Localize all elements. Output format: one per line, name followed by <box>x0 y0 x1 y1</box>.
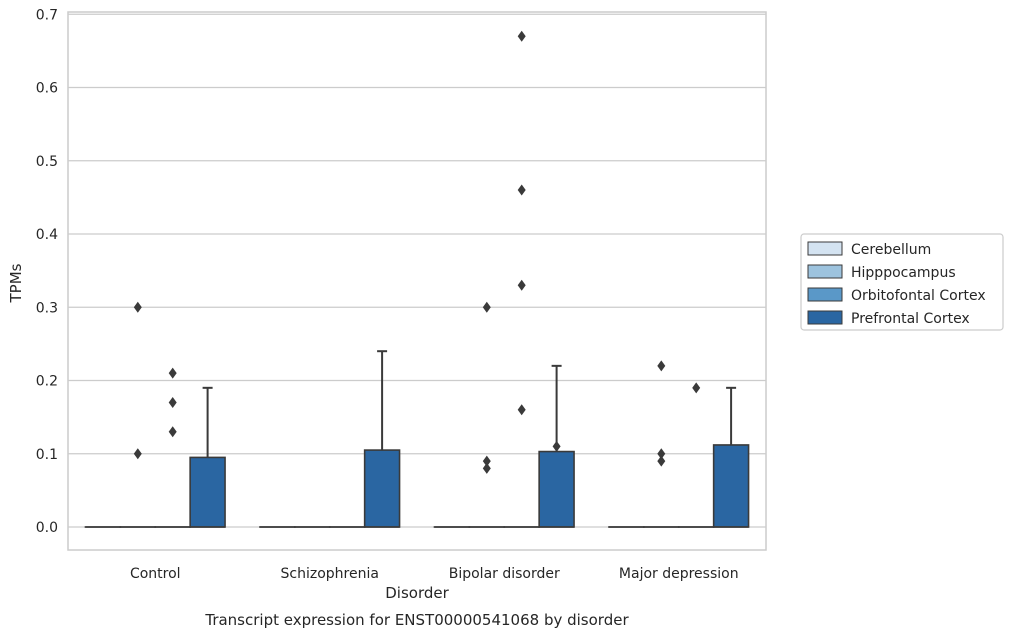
legend-swatch <box>807 287 843 302</box>
outlier-point <box>482 301 491 313</box>
legend-swatch <box>807 310 843 325</box>
boxes <box>84 30 750 528</box>
outlier-point <box>657 448 666 460</box>
chart-title: Transcript expression for ENST0000054106… <box>204 611 629 629</box>
outlier-point <box>657 360 666 372</box>
legend-label: Prefrontal Cortex <box>851 311 970 327</box>
legend: Cerebellum Hipppocampus Orbitofontal Corte… <box>800 233 1004 331</box>
y-axis-title: TPMs <box>7 263 25 303</box>
outlier-point <box>517 184 526 196</box>
box-1-0 <box>119 301 157 528</box>
outlier-point <box>692 382 701 394</box>
legend-swatch <box>807 241 843 256</box>
outlier-point <box>133 448 142 460</box>
x-tick-label: Major depression <box>619 566 739 582</box>
box-body <box>538 450 575 528</box>
box-3-1 <box>363 350 401 528</box>
outlier-point <box>517 279 526 291</box>
box-2-2 <box>503 30 540 528</box>
box-2-3 <box>677 382 715 528</box>
outlier-point <box>552 440 561 452</box>
y-tick-labels: 0.0 0.1 0.2 0.3 0.4 0.5 0.6 0.7 <box>36 7 58 536</box>
outlier-point <box>168 396 177 408</box>
outlier-point <box>517 30 526 42</box>
y-tick-label: 0.5 <box>36 154 58 170</box>
x-axis-title: Disorder <box>385 584 449 602</box>
x-tick-label: Control <box>130 566 181 582</box>
legend-swatch <box>807 264 843 279</box>
y-tick-label: 0.7 <box>36 7 58 23</box>
box-body <box>712 444 750 528</box>
box-body <box>363 449 401 528</box>
outlier-point <box>482 462 491 474</box>
x-tick-label: Bipolar disorder <box>449 566 560 582</box>
y-tick-label: 0.1 <box>36 447 58 463</box>
grid <box>68 13 766 528</box>
box-1-3 <box>643 360 680 528</box>
legend-label: Cerebellum <box>851 242 931 258</box>
outlier-point <box>168 426 177 438</box>
box-1-2 <box>468 301 506 528</box>
box-2-0 <box>154 367 191 528</box>
y-tick-label: 0.0 <box>36 520 58 536</box>
y-tick-label: 0.4 <box>36 227 58 243</box>
y-tick-label: 0.2 <box>36 374 58 390</box>
x-tick-label: Schizophrenia <box>281 566 379 582</box>
legend-label: Hipppocampus <box>851 265 956 281</box>
outlier-point <box>482 455 491 467</box>
plot-frame <box>67 11 767 551</box>
box-3-0 <box>189 386 226 528</box>
outlier-point <box>657 455 666 467</box>
legend-box <box>800 233 1004 331</box>
y-tick-label: 0.6 <box>36 81 58 97</box>
outlier-point <box>168 367 177 379</box>
box-body <box>189 456 226 528</box>
box-3-3 <box>712 386 750 528</box>
y-tick-label: 0.3 <box>36 300 58 316</box>
box-3-2 <box>538 364 575 528</box>
legend-label: Orbitofontal Cortex <box>851 288 986 304</box>
x-tick-labels: Control Schizophrenia Bipolar disorder Majo… <box>130 566 739 582</box>
outlier-point <box>517 404 526 416</box>
outlier-point <box>133 301 142 313</box>
